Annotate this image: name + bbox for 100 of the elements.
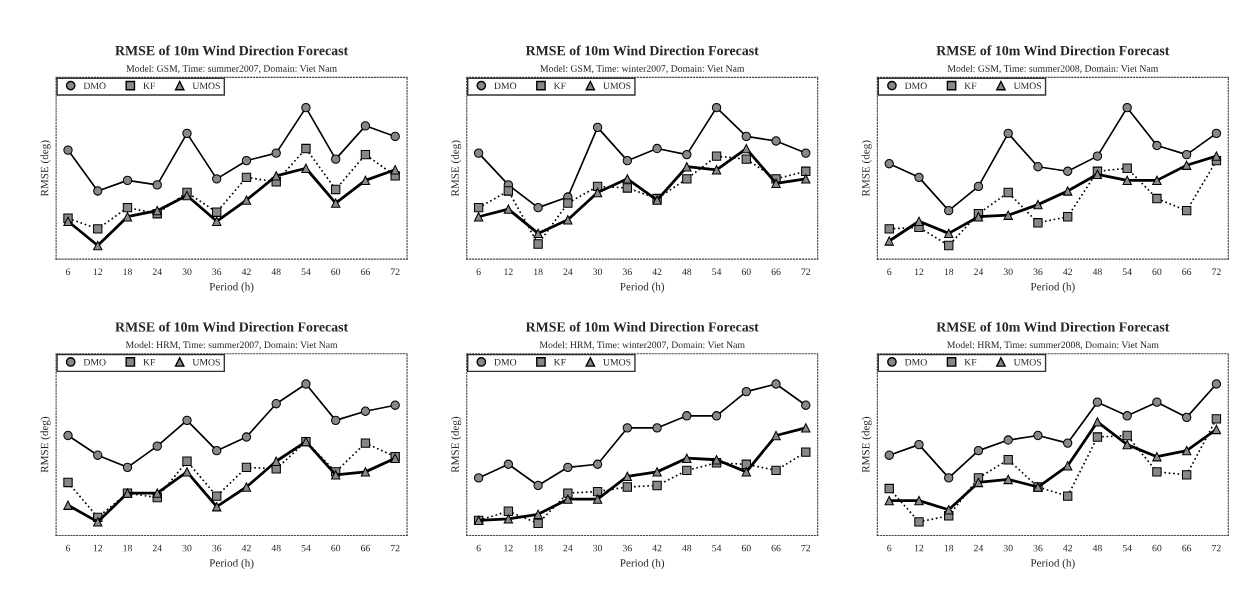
x-tick-label: 12	[504, 544, 513, 552]
legend-label: DMO	[83, 82, 106, 90]
legend-label: DMO	[904, 82, 927, 90]
x-axis-title: Period (h)	[620, 558, 665, 569]
y-axis-title: RMSE (deg)	[861, 140, 872, 197]
legend-label: UMOS	[1013, 358, 1042, 366]
chart-subtitle: Model: HRM, Time: summer2008, Domain: Viet Nam	[947, 341, 1159, 350]
x-tick-label: 66	[1182, 268, 1192, 276]
x-tick-label: 72	[1212, 268, 1221, 275]
legend-label: UMOS	[603, 82, 631, 90]
x-tick-label: 24	[974, 268, 984, 275]
x-tick-label: 48	[682, 268, 692, 276]
chart-title: RMSE of 10m Wind Direction Forecast	[115, 321, 349, 332]
x-tick-label: 60	[741, 268, 751, 276]
x-tick-label: 66	[360, 268, 370, 276]
legend-label: KF	[143, 82, 156, 90]
x-tick-label: 6	[887, 544, 892, 552]
legend-label: KF	[964, 82, 977, 90]
x-tick-label: 54	[301, 268, 311, 276]
chart-subtitle: Model: GSM, Time: summer2008, Domain: Viet Nam	[947, 64, 1159, 74]
x-tick-label: 18	[534, 268, 543, 276]
x-tick-label: 42	[241, 544, 251, 552]
x-tick-label: 36	[212, 268, 222, 276]
x-tick-label: 72	[801, 544, 811, 552]
x-tick-label: 42	[652, 544, 662, 552]
legend-label: KF	[143, 358, 156, 366]
chart-subtitle: Model: GSM, Time: winter2007, Domain: Viet Nam	[540, 64, 745, 74]
legend-label: UMOS	[1013, 82, 1042, 90]
x-tick-label: 36	[212, 544, 222, 552]
chart-title: RMSE of 10m Wind Direction Forecast	[115, 45, 349, 56]
x-tick-label: 30	[593, 268, 603, 276]
x-tick-label: 54	[712, 544, 722, 552]
x-tick-label: 12	[914, 268, 924, 275]
x-tick-label: 48	[271, 544, 281, 552]
x-tick-label: 72	[390, 268, 400, 275]
x-tick-label: 36	[622, 268, 632, 276]
legend-label: UMOS	[192, 82, 220, 90]
x-tick-label: 48	[682, 544, 692, 552]
x-tick-label: 36	[1033, 268, 1043, 276]
x-tick-label: 12	[93, 544, 103, 552]
x-tick-label: 12	[93, 268, 103, 275]
x-tick-label: 54	[301, 544, 311, 552]
legend-label: DMO	[494, 358, 517, 366]
x-tick-label: 42	[652, 268, 662, 275]
chart-title: RMSE of 10m Wind Direction Forecast	[525, 45, 759, 56]
chart-subtitle: Model: HRM, Time: winter2007, Domain: Viet Nam	[539, 341, 745, 350]
x-tick-label: 18	[534, 544, 543, 552]
x-axis-title: Period (h)	[209, 282, 254, 293]
y-axis-title: RMSE (deg)	[861, 416, 872, 473]
legend-label: KF	[553, 358, 566, 366]
x-tick-label: 12	[914, 544, 924, 552]
x-tick-label: 66	[360, 544, 370, 552]
x-tick-label: 66	[1182, 544, 1192, 552]
x-tick-label: 66	[771, 544, 781, 552]
x-tick-label: 24	[563, 544, 573, 552]
x-tick-label: 48	[271, 268, 281, 276]
y-axis-title: RMSE (deg)	[451, 140, 462, 197]
x-tick-label: 54	[712, 268, 722, 276]
x-tick-label: 12	[504, 268, 513, 275]
x-axis-title: Period (h)	[209, 558, 254, 569]
legend-label: UMOS	[603, 358, 631, 366]
x-tick-label: 48	[1092, 268, 1102, 276]
y-axis-title: RMSE (deg)	[40, 416, 51, 473]
x-tick-label: 30	[182, 544, 192, 552]
chart-subtitle: Model: GSM, Time: summer2007, Domain: Viet Nam	[126, 64, 337, 74]
x-tick-label: 6	[66, 268, 71, 276]
legend-label: DMO	[494, 82, 517, 90]
x-tick-label: 18	[944, 268, 954, 276]
x-tick-label: 42	[241, 268, 251, 275]
x-tick-label: 36	[1033, 544, 1043, 552]
x-tick-label: 6	[476, 268, 481, 276]
x-tick-label: 6	[887, 268, 892, 276]
x-tick-label: 30	[1003, 268, 1013, 276]
x-tick-label: 24	[152, 544, 162, 552]
x-tick-label: 66	[771, 268, 781, 276]
x-tick-label: 18	[944, 544, 954, 552]
x-tick-label: 30	[1003, 544, 1013, 552]
x-tick-label: 30	[593, 544, 603, 552]
x-axis-title: Period (h)	[1030, 282, 1075, 293]
x-tick-label: 36	[622, 544, 632, 552]
legend-label: KF	[964, 358, 977, 366]
x-tick-label: 24	[563, 268, 573, 275]
x-tick-label: 18	[123, 268, 132, 276]
x-tick-label: 54	[1122, 268, 1132, 276]
chart-title: RMSE of 10m Wind Direction Forecast	[936, 45, 1170, 56]
y-axis-title: RMSE (deg)	[451, 416, 462, 473]
x-tick-label: 18	[123, 544, 132, 552]
x-tick-label: 60	[1152, 268, 1162, 276]
x-tick-label: 24	[152, 268, 162, 275]
x-tick-label: 30	[182, 268, 192, 276]
x-tick-label: 48	[1092, 544, 1102, 552]
x-tick-label: 24	[974, 544, 984, 552]
x-tick-label: 54	[1122, 544, 1132, 552]
x-tick-label: 42	[1063, 544, 1073, 552]
x-tick-label: 72	[801, 268, 811, 275]
x-tick-label: 42	[1063, 268, 1073, 275]
legend-label: DMO	[904, 358, 927, 366]
x-tick-label: 60	[331, 544, 341, 552]
chart-subtitle: Model: HRM, Time: summer2007, Domain: Viet Nam	[125, 341, 338, 350]
chart-title: RMSE of 10m Wind Direction Forecast	[936, 321, 1170, 332]
